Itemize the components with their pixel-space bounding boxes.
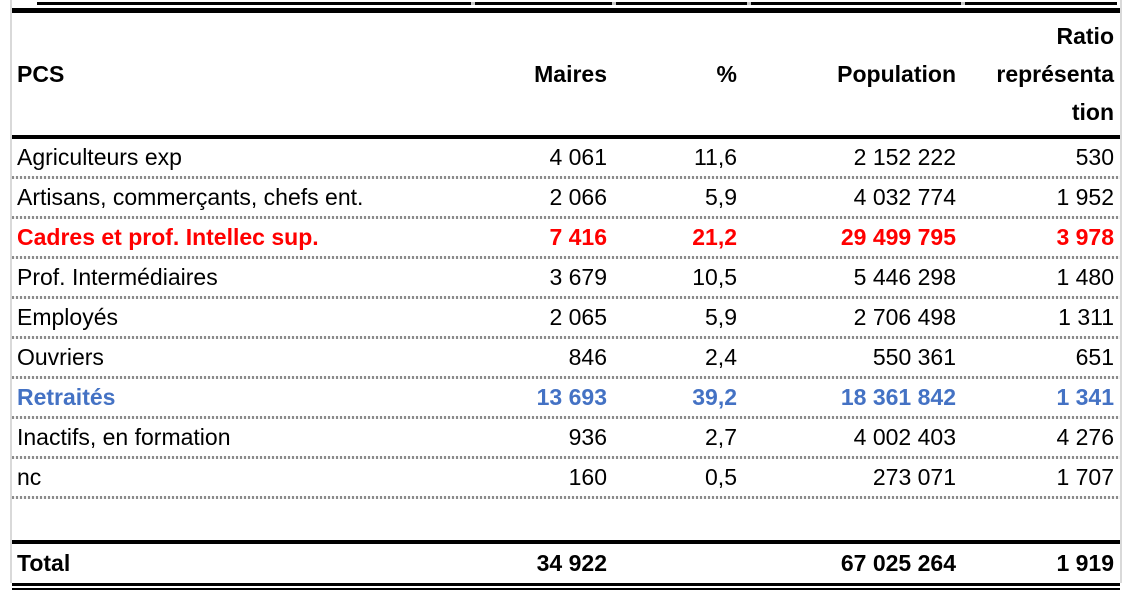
cell-total-maires[interactable]: 34 922 — [536, 550, 607, 576]
cell-population[interactable]: 273 071 — [872, 464, 956, 490]
cell-population[interactable]: 2 152 222 — [853, 144, 956, 170]
cell-percent[interactable]: 21,2 — [692, 224, 737, 250]
cell-maires[interactable]: 4 061 — [549, 144, 607, 170]
border-segment — [475, 2, 612, 5]
bottom-double-rule-thin — [12, 588, 1120, 590]
cell-population[interactable]: 4 002 403 — [853, 424, 956, 450]
left-gridline — [10, 0, 12, 583]
cell-ratio[interactable]: 4 276 — [1056, 424, 1114, 450]
column-header-ratio-representation[interactable]: Ratio représenta tion — [963, 17, 1120, 131]
bottom-double-rule-thick — [12, 583, 1120, 586]
cell-total-population[interactable]: 67 025 264 — [840, 550, 956, 576]
cell-total-ratio[interactable]: 1 919 — [1056, 550, 1114, 576]
cell-pcs[interactable]: Agriculteurs exp — [17, 144, 182, 170]
row-separator — [12, 296, 1120, 299]
column-header-maires[interactable]: Maires — [534, 60, 607, 87]
cell-population[interactable]: 29 499 795 — [840, 224, 956, 250]
cell-population[interactable]: 18 361 842 — [840, 384, 956, 410]
table-row-prof-intermediaires: Prof. Intermédiaires 3 679 10,5 5 446 29… — [12, 259, 1120, 296]
border-segment — [751, 2, 961, 5]
row-separator — [12, 456, 1120, 459]
cell-maires[interactable]: 13 693 — [536, 384, 607, 410]
row-separator — [12, 496, 1120, 499]
row-separator — [12, 336, 1120, 339]
cell-population[interactable]: 5 446 298 — [853, 264, 956, 290]
right-gridline — [1120, 0, 1122, 583]
ratio-header-line: tion — [1071, 99, 1114, 125]
cell-pcs[interactable]: Ouvriers — [17, 344, 104, 370]
cell-ratio[interactable]: 530 — [1075, 144, 1114, 170]
border-segment — [37, 2, 471, 5]
cell-maires[interactable]: 2 066 — [549, 184, 607, 210]
cell-percent[interactable]: 39,2 — [692, 384, 737, 410]
cell-percent[interactable]: 2,7 — [705, 424, 737, 450]
cell-pcs[interactable]: Cadres et prof. Intellec sup. — [17, 224, 319, 250]
cell-percent[interactable]: 11,6 — [693, 144, 737, 170]
table-row-nc: nc 160 0,5 273 071 1 707 — [12, 459, 1120, 496]
cell-ratio[interactable]: 1 311 — [1058, 304, 1114, 330]
cell-maires[interactable]: 936 — [568, 424, 607, 450]
cell-percent[interactable]: 0,5 — [705, 464, 737, 490]
cell-pcs[interactable]: Prof. Intermédiaires — [17, 264, 218, 290]
border-gap — [747, 2, 751, 5]
border-gap — [961, 2, 965, 5]
table-row-agriculteurs: Agriculteurs exp 4 061 11,6 2 152 222 53… — [12, 139, 1120, 176]
table-row-ouvriers: Ouvriers 846 2,4 550 361 651 — [12, 339, 1120, 376]
cell-percent[interactable]: 2,4 — [705, 344, 737, 370]
row-separator — [12, 176, 1120, 179]
cell-percent[interactable]: 5,9 — [705, 184, 737, 210]
column-header-population[interactable]: Population — [837, 60, 956, 87]
row-separator — [12, 376, 1120, 379]
cell-ratio[interactable]: 1 952 — [1056, 184, 1114, 210]
border-segment — [616, 2, 747, 5]
cell-maires[interactable]: 7 416 — [549, 224, 607, 250]
cell-pcs[interactable]: nc — [17, 464, 42, 490]
row-separator — [12, 256, 1120, 259]
table-row-total: Total 34 922 67 025 264 1 919 — [12, 540, 1120, 583]
cell-ratio[interactable]: 1 341 — [1056, 384, 1114, 410]
row-separator — [12, 416, 1120, 419]
cell-population[interactable]: 2 706 498 — [853, 304, 956, 330]
border-gap — [612, 2, 616, 5]
bottom-double-rule-gap — [12, 586, 1120, 588]
cell-pcs[interactable]: Retraités — [17, 384, 116, 410]
table-row-retraites-highlighted-blue: Retraités 13 693 39,2 18 361 842 1 341 — [12, 379, 1120, 416]
header-row: PCS Maires % Population Ratio représenta… — [12, 13, 1120, 139]
cell-ratio[interactable]: 1 480 — [1056, 264, 1114, 290]
empty-spacer-row[interactable] — [12, 499, 1120, 540]
cell-percent[interactable]: 5,9 — [705, 304, 737, 330]
cell-maires[interactable]: 846 — [568, 344, 607, 370]
cell-pcs[interactable]: Artisans, commerçants, chefs ent. — [17, 184, 364, 210]
column-header-percent[interactable]: % — [716, 60, 737, 87]
cell-pcs[interactable]: Employés — [17, 304, 118, 330]
border-segment — [965, 2, 1117, 5]
table-row-inactifs: Inactifs, en formation 936 2,7 4 002 403… — [12, 419, 1120, 456]
cell-total-label[interactable]: Total — [17, 550, 71, 576]
pcs-maires-table: PCS Maires % Population Ratio représenta… — [12, 8, 1120, 590]
cell-maires[interactable]: 2 065 — [549, 304, 607, 330]
table-row-employes: Employés 2 065 5,9 2 706 498 1 311 — [12, 299, 1120, 336]
row-separator — [12, 216, 1120, 219]
upper-cell-border-remnant — [12, 0, 1120, 5]
ratio-header-line: Ratio — [1056, 23, 1115, 49]
table-row-artisans: Artisans, commerçants, chefs ent. 2 066 … — [12, 179, 1120, 216]
cell-ratio[interactable]: 3 978 — [1056, 224, 1114, 250]
cell-percent[interactable]: 10,5 — [692, 264, 737, 290]
ratio-header-line: représenta — [996, 61, 1114, 87]
table-row-cadres-highlighted-red: Cadres et prof. Intellec sup. 7 416 21,2… — [12, 219, 1120, 256]
border-gap — [471, 2, 475, 5]
cell-ratio[interactable]: 651 — [1075, 344, 1114, 370]
cell-maires[interactable]: 3 679 — [549, 264, 607, 290]
cell-maires[interactable]: 160 — [568, 464, 607, 490]
column-header-pcs[interactable]: PCS — [17, 60, 65, 87]
cell-ratio[interactable]: 1 707 — [1056, 464, 1114, 490]
cell-population[interactable]: 550 361 — [872, 344, 956, 370]
cell-population[interactable]: 4 032 774 — [853, 184, 956, 210]
cell-pcs[interactable]: Inactifs, en formation — [17, 424, 231, 450]
spreadsheet-table: PCS Maires % Population Ratio représenta… — [10, 0, 1122, 590]
